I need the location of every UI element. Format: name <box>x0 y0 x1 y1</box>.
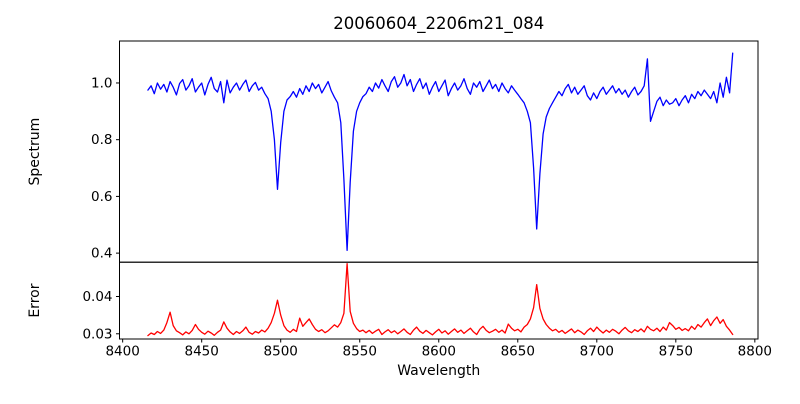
y-tick-label: 0.04 <box>82 289 112 305</box>
y-tick-label: 0.4 <box>91 246 112 262</box>
spectrum-frame <box>119 40 759 263</box>
x-tick-label: 8650 <box>501 344 535 360</box>
x-tick-label: 8800 <box>738 344 772 360</box>
x-axis-label: Wavelength <box>397 363 480 379</box>
y-tick-label: 0.03 <box>82 326 112 342</box>
y-axis-label-error: Error <box>27 283 43 317</box>
x-tick-label: 8500 <box>264 344 298 360</box>
chart-title: 20060604_2206m21_084 <box>333 14 544 34</box>
y-tick-label: 1.0 <box>91 75 112 91</box>
error-line <box>147 263 734 337</box>
x-tick-label: 8450 <box>185 344 219 360</box>
y-tick-label: 0.6 <box>91 189 112 205</box>
spectrum-line <box>147 52 734 251</box>
plot-layers: 0.4 0.6 0.8 1.0 0.03 0.04 8400 8450 8500 8550 8600… <box>82 40 772 360</box>
x-tick-label: 8600 <box>422 344 456 360</box>
x-tick-label: 8400 <box>105 344 139 360</box>
x-tick-label: 8550 <box>343 344 377 360</box>
x-tick-label: 8750 <box>659 344 693 360</box>
y-axis-label-spectrum: Spectrum <box>27 118 43 186</box>
y-tick-label: 0.8 <box>91 132 112 148</box>
x-tick-label: 8700 <box>580 344 614 360</box>
